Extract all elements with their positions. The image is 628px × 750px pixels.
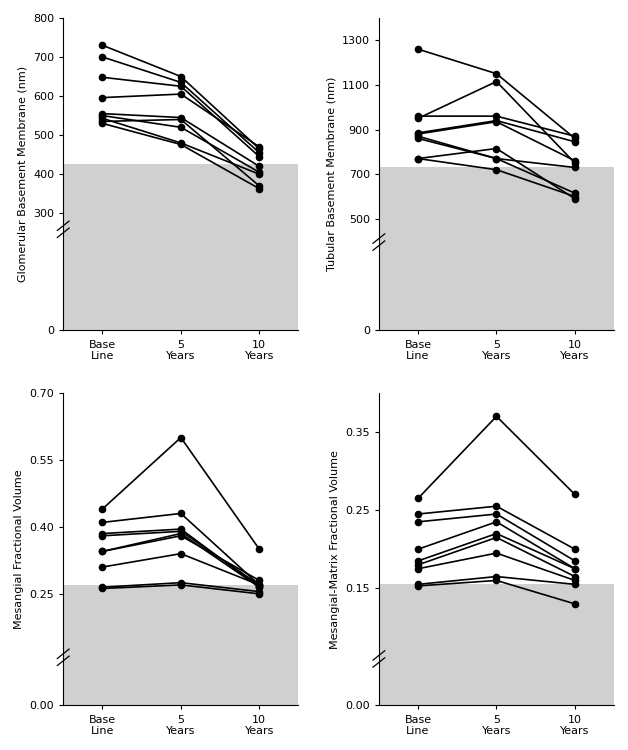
Bar — [63, 164, 298, 331]
Y-axis label: Tubular Basement Membrane (nm): Tubular Basement Membrane (nm) — [327, 77, 336, 272]
Y-axis label: Glomerular Basement Membrane (nm): Glomerular Basement Membrane (nm) — [18, 66, 28, 282]
Y-axis label: Mesangial Fractional Volume: Mesangial Fractional Volume — [14, 470, 24, 629]
Bar — [379, 167, 614, 331]
Bar — [379, 584, 614, 706]
Y-axis label: Mesangial-Matrix Fractional Volume: Mesangial-Matrix Fractional Volume — [330, 450, 340, 649]
Bar — [63, 585, 298, 706]
